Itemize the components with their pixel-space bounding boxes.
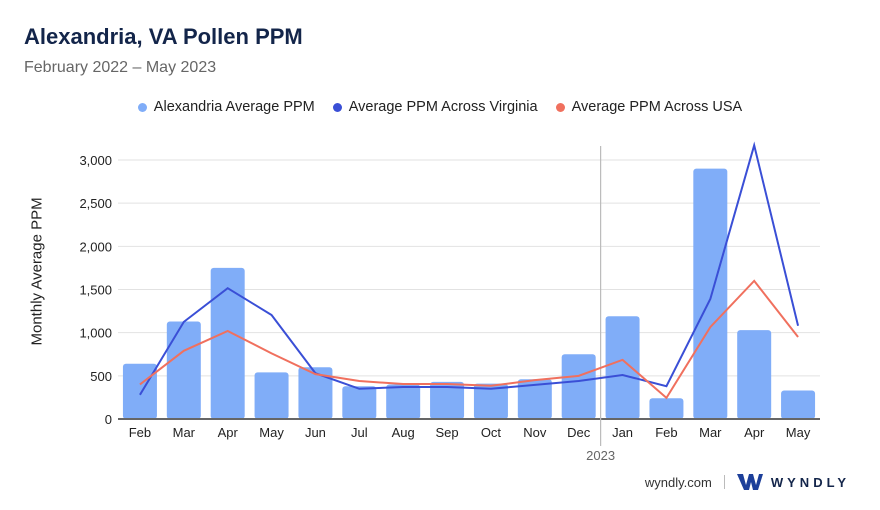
footer-divider [723, 475, 725, 489]
bar [605, 316, 640, 419]
bar [517, 379, 552, 419]
x-tick-label: Dec [567, 425, 591, 440]
y-tick-label: 1,000 [79, 326, 112, 341]
y-tick-label: 2,000 [79, 239, 112, 254]
legend: Alexandria Average PPM Average PPM Acros… [0, 99, 880, 115]
bar [254, 372, 289, 419]
y-tick-label: 1,500 [79, 283, 112, 298]
legend-label: Average PPM Across Virginia [348, 99, 538, 115]
legend-item-virginia[interactable]: Average PPM Across Virginia [332, 99, 538, 115]
wyndly-logo-icon [736, 474, 763, 490]
line-series-1 [139, 141, 800, 396]
bar [210, 267, 245, 419]
legend-item-alexandria[interactable]: Alexandria Average PPM [137, 99, 315, 115]
x-tick-label: Aug [392, 425, 415, 440]
bar [298, 367, 333, 419]
y-tick-label: 3,000 [79, 153, 112, 168]
x-tick-label: May [259, 425, 284, 440]
x-tick-label: Feb [655, 425, 677, 440]
bar [122, 363, 157, 419]
x-tick-label: Sep [435, 425, 458, 440]
x-tick-label: Mar [699, 425, 722, 440]
year-label: 2023 [586, 448, 615, 463]
legend-dot-icon [332, 102, 342, 112]
x-tick-label: Oct [481, 425, 502, 440]
site-link[interactable]: wyndly.com [644, 474, 712, 490]
x-tick-label: Nov [523, 425, 547, 440]
line-series-2 [139, 279, 799, 400]
bar [737, 330, 772, 419]
legend-label: Average PPM Across USA [571, 99, 743, 115]
brand-name: WYNDLY [770, 474, 850, 490]
y-tick-label: 500 [90, 369, 112, 384]
x-tick-label: Jun [305, 425, 326, 440]
legend-item-usa[interactable]: Average PPM Across USA [555, 99, 743, 115]
x-tick-label: Feb [129, 425, 151, 440]
bar [342, 386, 377, 419]
bar [166, 321, 201, 419]
bar [649, 398, 684, 419]
bar [781, 390, 816, 419]
chart-title: Alexandria, VA Pollen PPM [24, 24, 303, 49]
x-tick-label: Jul [351, 425, 368, 440]
bar [430, 381, 465, 419]
legend-dot-icon [137, 102, 147, 112]
footer: wyndly.com WYNDLY [645, 473, 850, 491]
x-tick-label: Apr [218, 425, 239, 440]
chart-subtitle: February 2022 – May 2023 [24, 59, 217, 76]
bar [386, 384, 421, 419]
bar [693, 168, 728, 419]
brand-logo: WYNDLY [736, 473, 850, 491]
y-tick-label: 0 [105, 412, 112, 427]
legend-dot-icon [555, 102, 565, 112]
x-tick-label: Apr [744, 425, 765, 440]
y-tick-label: 2,500 [79, 196, 112, 211]
bar [561, 354, 596, 419]
x-tick-label: May [786, 425, 811, 440]
legend-label: Alexandria Average PPM [153, 99, 315, 115]
bar [473, 383, 508, 419]
x-tick-label: Jan [612, 425, 633, 440]
x-tick-label: Mar [173, 425, 196, 440]
